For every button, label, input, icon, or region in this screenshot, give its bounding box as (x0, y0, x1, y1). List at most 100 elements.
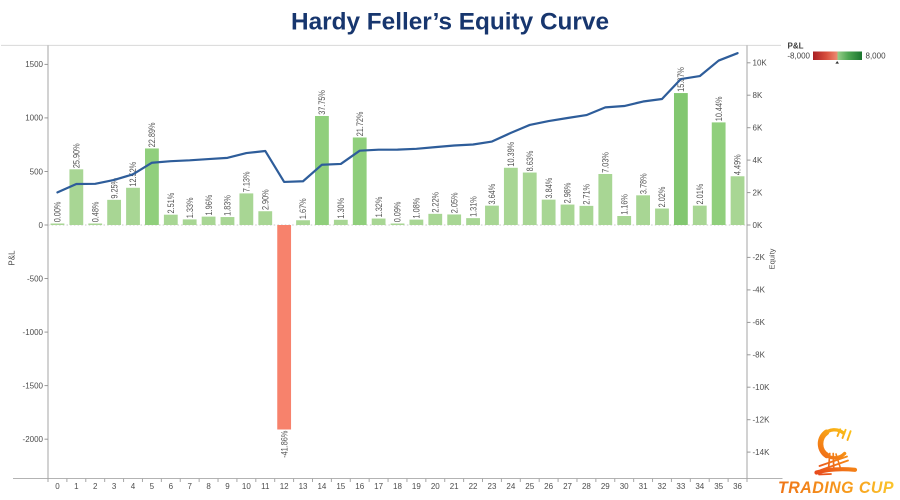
svg-text:1.33%: 1.33% (184, 198, 195, 219)
svg-text:4K: 4K (753, 156, 763, 165)
svg-text:8: 8 (206, 482, 211, 491)
svg-text:30: 30 (620, 482, 629, 491)
svg-text:32: 32 (658, 482, 667, 491)
svg-text:31: 31 (639, 482, 648, 491)
svg-text:14: 14 (317, 482, 326, 491)
svg-text:TRADING CUP: TRADING CUP (778, 479, 894, 497)
svg-text:21.72%: 21.72% (354, 112, 365, 137)
svg-text:16: 16 (355, 482, 364, 491)
svg-text:2: 2 (93, 482, 98, 491)
svg-text:-2000: -2000 (23, 435, 44, 444)
svg-text:19: 19 (412, 482, 421, 491)
svg-text:13: 13 (299, 482, 308, 491)
svg-text:37.75%: 37.75% (316, 90, 327, 115)
svg-text:3.84%: 3.84% (543, 178, 554, 199)
svg-text:7: 7 (187, 482, 192, 491)
svg-text:36: 36 (733, 482, 742, 491)
svg-text:1500: 1500 (25, 60, 43, 69)
svg-text:26: 26 (544, 482, 553, 491)
svg-text:27: 27 (563, 482, 572, 491)
svg-text:-12K: -12K (753, 416, 771, 425)
svg-text:4.49%: 4.49% (732, 154, 743, 175)
svg-text:11: 11 (261, 482, 270, 491)
svg-text:-2K: -2K (753, 253, 766, 262)
svg-text:12: 12 (280, 482, 289, 491)
svg-text:0K: 0K (753, 221, 763, 230)
svg-text:9: 9 (225, 482, 230, 491)
svg-text:2.90%: 2.90% (259, 189, 270, 210)
svg-text:1.16%: 1.16% (618, 194, 629, 215)
svg-text:2.98%: 2.98% (562, 183, 573, 204)
svg-text:3: 3 (112, 482, 117, 491)
svg-text:7.03%: 7.03% (600, 152, 611, 173)
svg-text:6: 6 (169, 482, 174, 491)
svg-text:0: 0 (39, 221, 44, 230)
svg-text:8.63%: 8.63% (524, 151, 535, 172)
svg-text:1.31%: 1.31% (467, 196, 478, 217)
svg-text:1.96%: 1.96% (203, 195, 214, 216)
svg-text:10.39%: 10.39% (505, 142, 516, 167)
svg-text:2.05%: 2.05% (448, 193, 459, 214)
svg-text:P&L: P&L (8, 250, 17, 266)
svg-text:22: 22 (469, 482, 478, 491)
svg-text:-500: -500 (27, 274, 44, 283)
svg-text:10: 10 (242, 482, 251, 491)
svg-text:2.51%: 2.51% (165, 193, 176, 214)
svg-text:3.64%: 3.64% (486, 184, 497, 205)
svg-text:-41.86%: -41.86% (278, 431, 289, 458)
svg-text:Hardy Feller’s Equity Curve: Hardy Feller’s Equity Curve (291, 9, 609, 36)
svg-text:2K: 2K (753, 188, 763, 197)
svg-text:33: 33 (676, 482, 685, 491)
svg-text:-4K: -4K (753, 286, 766, 295)
svg-text:35: 35 (714, 482, 723, 491)
svg-text:-1000: -1000 (23, 328, 44, 337)
svg-text:22.89%: 22.89% (146, 123, 157, 148)
svg-text:20: 20 (431, 482, 440, 491)
svg-text:18: 18 (393, 482, 402, 491)
svg-text:2.71%: 2.71% (581, 184, 592, 205)
svg-text:1.67%: 1.67% (297, 198, 308, 219)
svg-text:25.90%: 25.90% (71, 143, 82, 168)
svg-text:1.08%: 1.08% (411, 198, 422, 219)
svg-text:2.02%: 2.02% (656, 187, 667, 208)
svg-text:34: 34 (695, 482, 704, 491)
svg-text:10K: 10K (753, 59, 768, 68)
svg-text:23: 23 (488, 482, 497, 491)
svg-text:1000: 1000 (25, 114, 43, 123)
svg-text:28: 28 (582, 482, 591, 491)
svg-text:24: 24 (506, 482, 515, 491)
svg-text:Equity: Equity (768, 248, 777, 269)
svg-text:8K: 8K (753, 91, 763, 100)
svg-text:5: 5 (150, 482, 155, 491)
svg-text:-1500: -1500 (23, 381, 44, 390)
svg-text:1.83%: 1.83% (222, 195, 233, 216)
svg-text:25: 25 (525, 482, 534, 491)
svg-text:9.25%: 9.25% (108, 178, 119, 199)
svg-text:6K: 6K (753, 124, 763, 133)
svg-text:-8K: -8K (753, 351, 766, 360)
svg-text:0.00%: 0.00% (52, 202, 63, 223)
svg-text:0: 0 (55, 482, 60, 491)
svg-text:7.13%: 7.13% (241, 171, 252, 192)
svg-text:15: 15 (336, 482, 345, 491)
svg-text:8,000: 8,000 (866, 52, 887, 61)
svg-text:-6K: -6K (753, 318, 766, 327)
svg-text:500: 500 (30, 167, 44, 176)
svg-text:0.48%: 0.48% (89, 202, 100, 223)
svg-text:10.44%: 10.44% (713, 96, 724, 121)
svg-text:29: 29 (601, 482, 610, 491)
svg-text:1.30%: 1.30% (335, 198, 346, 219)
svg-text:2.01%: 2.01% (694, 184, 705, 205)
svg-text:3.78%: 3.78% (637, 173, 648, 194)
svg-text:-8,000: -8,000 (787, 52, 810, 61)
svg-text:P&L: P&L (788, 42, 804, 51)
svg-text:1.32%: 1.32% (373, 197, 384, 218)
svg-text:-14K: -14K (753, 448, 771, 457)
svg-text:4: 4 (131, 482, 136, 491)
svg-text:0.09%: 0.09% (392, 202, 403, 223)
svg-text:-10K: -10K (753, 383, 771, 392)
svg-text:2.22%: 2.22% (429, 192, 440, 213)
svg-text:17: 17 (374, 482, 383, 491)
svg-text:21: 21 (450, 482, 459, 491)
svg-text:1: 1 (74, 482, 79, 491)
